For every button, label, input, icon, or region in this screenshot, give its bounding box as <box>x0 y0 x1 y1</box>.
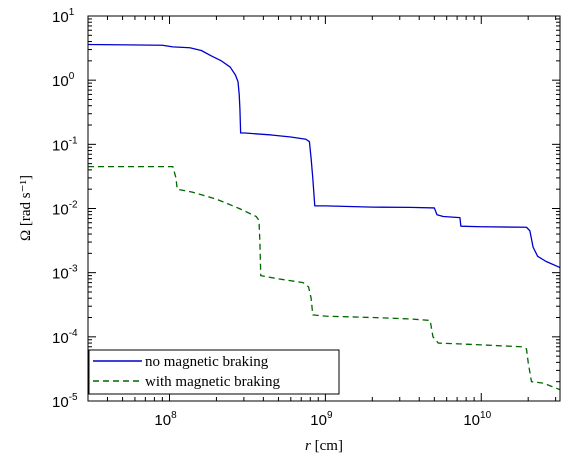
x-tick-label: 1010 <box>463 410 491 429</box>
y-tick-label: 10-1 <box>52 135 78 154</box>
y-tick-label: 101 <box>52 7 75 26</box>
legend: no magnetic braking with magnetic brakin… <box>88 349 340 395</box>
y-tick-label: 10-3 <box>52 264 78 283</box>
legend-box <box>88 349 340 395</box>
series-line-2 <box>88 165 560 391</box>
x-axis-label: r [cm] <box>305 438 343 454</box>
y-axis-label: Ω [rad s⁻¹] <box>18 175 34 241</box>
x-tick-label: 109 <box>310 410 333 429</box>
plot-area <box>88 16 560 401</box>
ticks-layer <box>87 15 560 402</box>
y-tick-label: 100 <box>52 71 75 90</box>
series-layer <box>88 43 560 391</box>
y-tick-label: 10-5 <box>52 392 78 411</box>
legend-label-series-1: no magnetic braking <box>145 354 269 370</box>
plot-frame <box>87 15 561 402</box>
series-line-1 <box>88 43 560 269</box>
labels-layer: 108 109 1010 101 100 10-1 10-2 10-3 10-4 10-5 <box>52 7 492 429</box>
y-tick-label: 10-4 <box>52 328 78 347</box>
legend-label-series-2: with magnetic braking <box>145 374 280 390</box>
y-tick-label: 10-2 <box>52 200 78 219</box>
x-tick-label: 108 <box>154 410 177 429</box>
